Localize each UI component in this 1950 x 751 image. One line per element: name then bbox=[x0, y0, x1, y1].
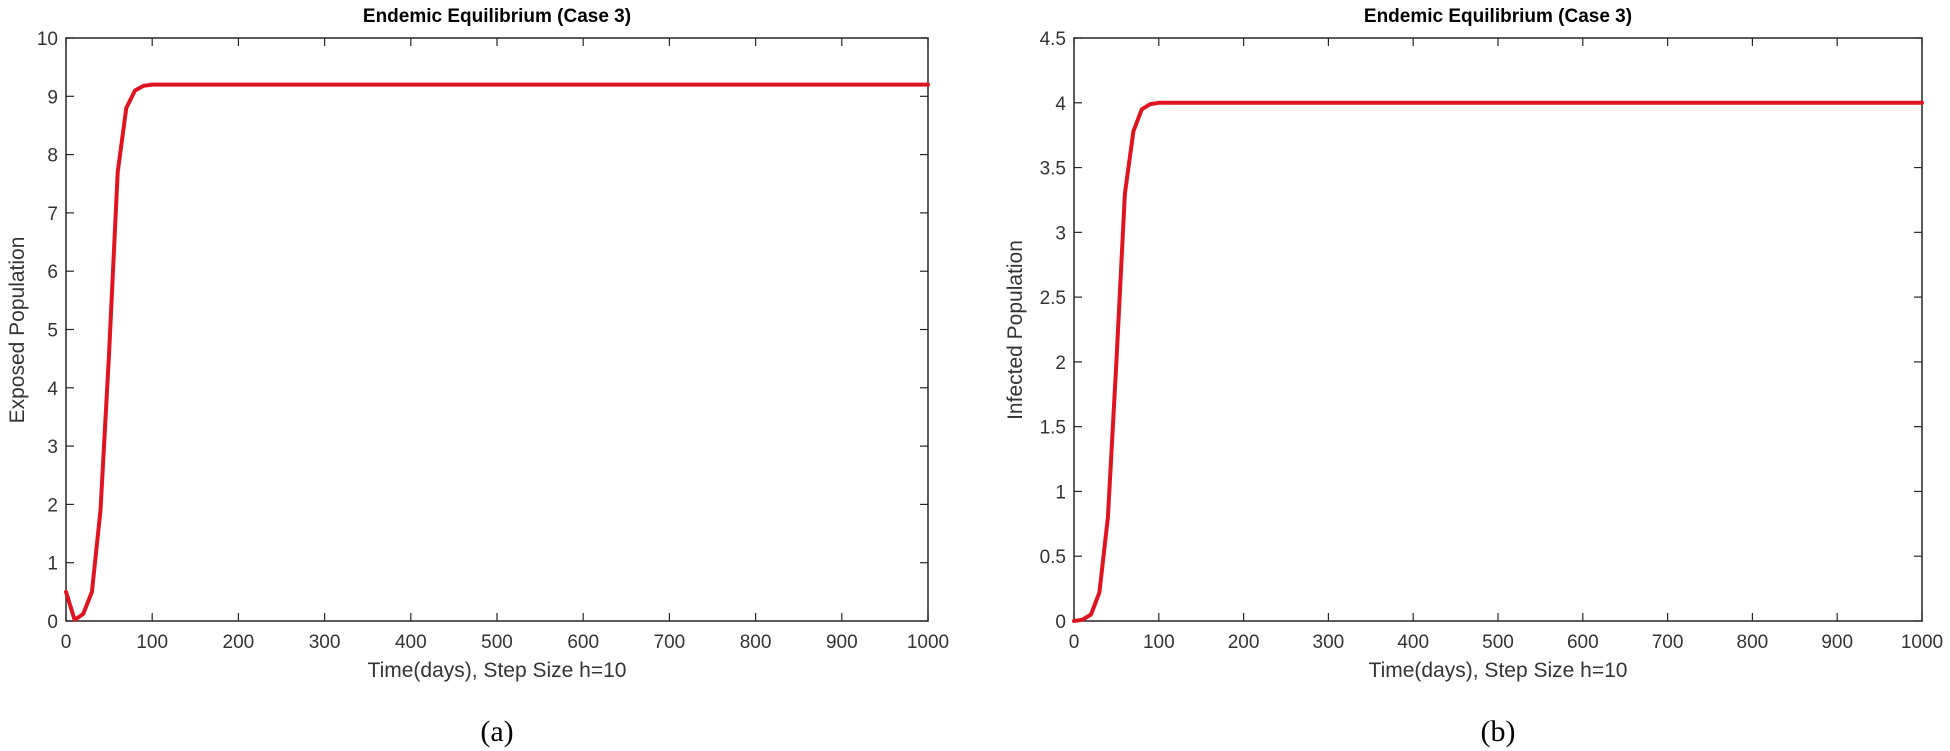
chart-panel-b: Endemic Equilibrium (Case 3) 0 100 200 300 4… bbox=[1004, 6, 1943, 748]
panel-caption: (b) bbox=[1481, 715, 1516, 748]
x-axis: 0 100 200 300 400 500 600 700 800 900 1000 bbox=[61, 38, 949, 653]
y-axis-label: Infected Population bbox=[1004, 240, 1027, 420]
x-tick-label: 0 bbox=[61, 632, 72, 653]
x-tick-label: 900 bbox=[826, 632, 858, 653]
x-tick-label: 500 bbox=[1482, 632, 1514, 653]
y-tick-label: 5 bbox=[47, 321, 58, 342]
y-tick-label: 1 bbox=[1055, 482, 1066, 503]
y-tick-label: 7 bbox=[47, 204, 58, 225]
y-axis: 0 1 2 3 4 5 6 7 8 9 10 bbox=[37, 29, 928, 633]
x-tick-label: 600 bbox=[567, 632, 599, 653]
y-tick-label: 4.5 bbox=[1040, 29, 1066, 50]
x-tick-label: 200 bbox=[1228, 632, 1260, 653]
y-tick-label: 4 bbox=[1055, 94, 1066, 115]
y-tick-label: 0.5 bbox=[1040, 547, 1066, 568]
y-tick-label: 2.5 bbox=[1040, 288, 1066, 309]
x-tick-label: 1000 bbox=[1901, 632, 1943, 653]
plot-area bbox=[65, 37, 929, 622]
x-tick-label: 200 bbox=[223, 632, 255, 653]
y-tick-label: 6 bbox=[47, 262, 58, 283]
x-tick-label: 300 bbox=[309, 632, 341, 653]
x-tick-label: 100 bbox=[136, 632, 168, 653]
y-tick-label: 8 bbox=[47, 146, 58, 167]
x-tick-label: 500 bbox=[481, 632, 513, 653]
y-axis-label: Exposed Population bbox=[6, 237, 29, 424]
x-tick-label: 900 bbox=[1821, 632, 1853, 653]
x-tick-label: 1000 bbox=[907, 632, 949, 653]
x-axis: 0 100 200 300 400 500 600 700 800 900 1000 bbox=[1069, 38, 1943, 653]
y-tick-label: 0 bbox=[47, 612, 58, 633]
y-tick-label: 4 bbox=[47, 379, 58, 400]
chart-panel-a: Endemic Equilibrium (Case 3) 0 100 200 300 4… bbox=[6, 6, 949, 748]
x-tick-label: 800 bbox=[740, 632, 772, 653]
x-tick-label: 0 bbox=[1069, 632, 1080, 653]
series-group bbox=[64, 82, 930, 622]
x-tick-label: 700 bbox=[1652, 632, 1684, 653]
y-tick-label: 0 bbox=[1055, 612, 1066, 633]
x-tick-label: 700 bbox=[654, 632, 686, 653]
x-axis-label: Time(days), Step Size h=10 bbox=[368, 659, 627, 682]
series-line-infected bbox=[1072, 100, 1924, 623]
plot-area bbox=[1073, 37, 1923, 622]
x-tick-label: 400 bbox=[395, 632, 427, 653]
y-tick-label: 1 bbox=[47, 554, 58, 575]
y-tick-label: 3 bbox=[47, 437, 58, 458]
panel-caption: (a) bbox=[480, 715, 513, 748]
series-group bbox=[1072, 100, 1924, 623]
x-axis-label: Time(days), Step Size h=10 bbox=[1369, 659, 1628, 682]
x-tick-label: 100 bbox=[1143, 632, 1175, 653]
x-tick-label: 300 bbox=[1313, 632, 1345, 653]
chart-title: Endemic Equilibrium (Case 3) bbox=[1364, 6, 1632, 27]
y-axis: 0 0.5 1 1.5 2 2.5 3 3.5 4 4.5 bbox=[1040, 29, 1922, 633]
y-tick-label: 2 bbox=[47, 495, 58, 516]
x-tick-label: 400 bbox=[1397, 632, 1429, 653]
y-tick-label: 10 bbox=[37, 29, 58, 50]
x-tick-label: 800 bbox=[1737, 632, 1769, 653]
x-tick-label: 600 bbox=[1567, 632, 1599, 653]
y-tick-label: 2 bbox=[1055, 353, 1066, 374]
chart-title: Endemic Equilibrium (Case 3) bbox=[363, 6, 631, 27]
y-tick-label: 9 bbox=[47, 87, 58, 108]
y-tick-label: 3.5 bbox=[1040, 159, 1066, 180]
y-tick-label: 1.5 bbox=[1040, 418, 1066, 439]
series-line-exposed bbox=[64, 82, 930, 622]
y-tick-label: 3 bbox=[1055, 223, 1066, 244]
